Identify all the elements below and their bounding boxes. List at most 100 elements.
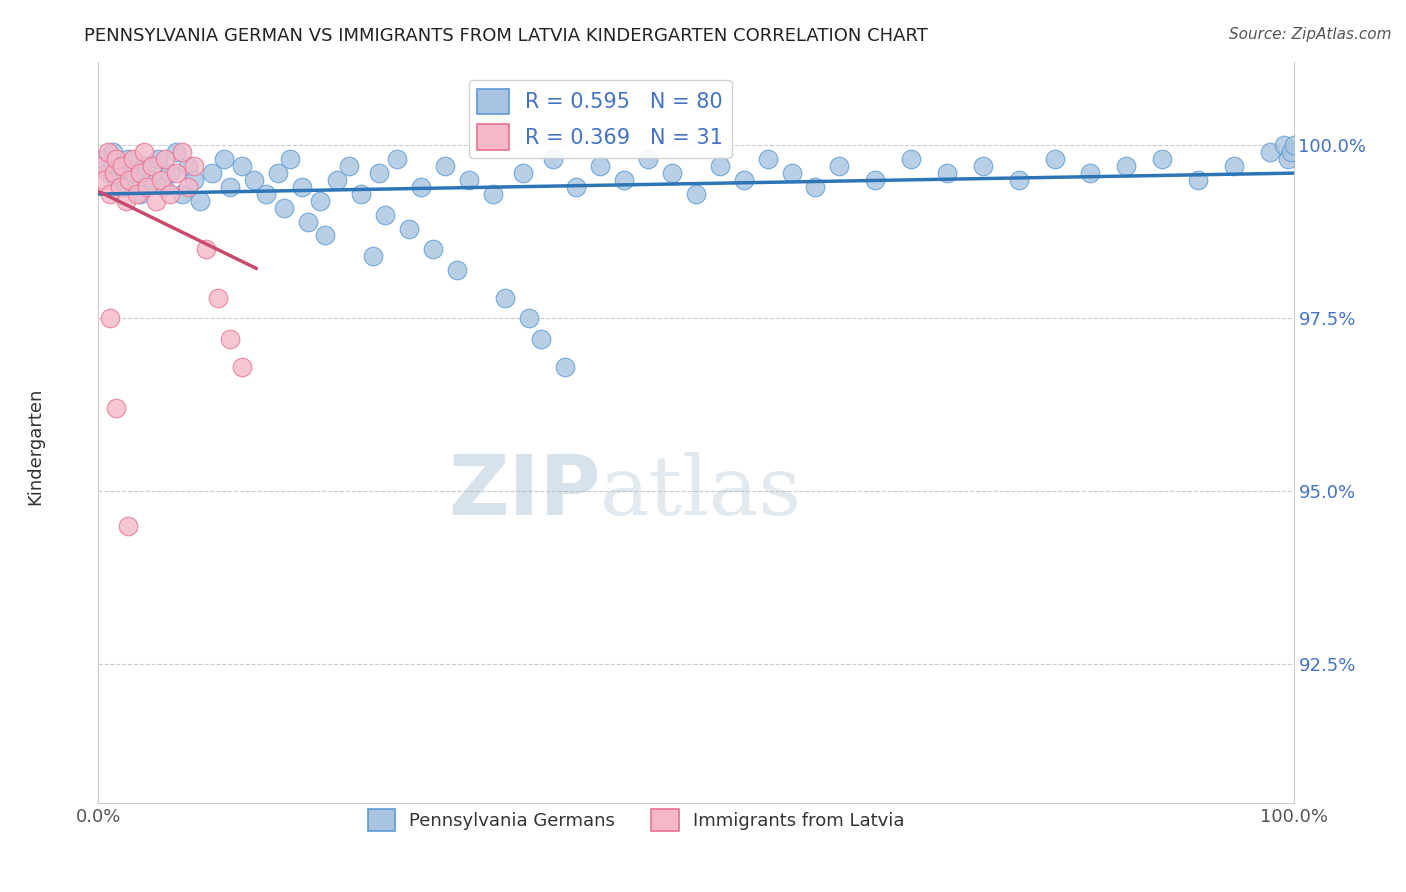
Point — [613, 173, 636, 187]
Point — [865, 173, 887, 187]
Point — [125, 186, 148, 201]
Text: atlas: atlas — [600, 452, 803, 532]
Point — [530, 332, 553, 346]
Point — [1258, 145, 1281, 160]
Point — [177, 180, 200, 194]
Point — [273, 201, 295, 215]
Point — [145, 194, 167, 208]
Point — [105, 153, 128, 167]
Point — [1008, 173, 1031, 187]
Legend: Pennsylvania Germans, Immigrants from Latvia: Pennsylvania Germans, Immigrants from La… — [361, 802, 911, 838]
Point — [278, 153, 301, 167]
Point — [422, 242, 444, 256]
Point — [411, 180, 433, 194]
Point — [219, 332, 242, 346]
Point — [172, 186, 194, 201]
Point — [115, 194, 138, 208]
Point — [637, 153, 659, 167]
Point — [398, 221, 420, 235]
Point — [828, 159, 851, 173]
Point — [219, 180, 242, 194]
Point — [1152, 153, 1174, 167]
Point — [494, 291, 516, 305]
Point — [177, 159, 200, 173]
Point — [201, 166, 224, 180]
Point — [434, 159, 457, 173]
Point — [1187, 173, 1209, 187]
Point — [385, 153, 409, 167]
Point — [183, 173, 205, 187]
Point — [1279, 145, 1302, 160]
Point — [103, 166, 125, 180]
Point — [368, 166, 391, 180]
Point — [565, 180, 588, 194]
Point — [117, 153, 139, 167]
Point — [297, 214, 319, 228]
Point — [804, 180, 827, 194]
Point — [517, 311, 540, 326]
Text: PENNSYLVANIA GERMAN VS IMMIGRANTS FROM LATVIA KINDERGARTEN CORRELATION CHART: PENNSYLVANIA GERMAN VS IMMIGRANTS FROM L… — [84, 27, 928, 45]
Point — [105, 401, 128, 416]
Point — [188, 194, 211, 208]
Point — [512, 166, 534, 180]
Point — [374, 208, 396, 222]
Point — [1043, 153, 1066, 167]
Point — [195, 242, 218, 256]
Point — [315, 228, 337, 243]
Point — [231, 159, 253, 173]
Point — [165, 166, 187, 180]
Point — [1277, 153, 1299, 167]
Point — [148, 153, 170, 167]
Point — [153, 180, 176, 194]
Point — [1282, 138, 1305, 153]
Point — [936, 166, 959, 180]
Point — [541, 153, 564, 167]
Point — [350, 186, 373, 201]
Point — [149, 173, 172, 187]
Point — [308, 194, 330, 208]
Point — [93, 173, 115, 187]
Point — [900, 153, 922, 167]
Point — [326, 173, 349, 187]
Point — [780, 166, 803, 180]
Point — [124, 166, 146, 180]
Point — [108, 180, 131, 194]
Point — [159, 166, 181, 180]
Point — [118, 173, 141, 187]
Point — [135, 159, 157, 173]
Point — [129, 186, 152, 201]
Point — [141, 173, 163, 187]
Point — [1272, 138, 1295, 153]
Point — [267, 166, 290, 180]
Point — [458, 173, 481, 187]
Point — [709, 159, 731, 173]
Point — [165, 145, 187, 160]
Point — [98, 186, 122, 201]
Point — [291, 180, 314, 194]
Text: Kindergarten: Kindergarten — [27, 387, 44, 505]
Point — [183, 159, 205, 173]
Point — [136, 180, 159, 194]
Point — [172, 145, 194, 160]
Point — [112, 180, 135, 194]
Point — [105, 173, 128, 187]
Point — [117, 519, 139, 533]
Point — [212, 153, 235, 167]
Point — [111, 159, 134, 173]
Point — [756, 153, 779, 167]
Point — [231, 359, 253, 374]
Point — [108, 159, 131, 173]
Point — [155, 153, 177, 167]
Text: Source: ZipAtlas.com: Source: ZipAtlas.com — [1229, 27, 1392, 42]
Point — [159, 186, 181, 201]
Point — [1223, 159, 1246, 173]
Point — [98, 311, 122, 326]
Point — [91, 153, 114, 167]
Point — [972, 159, 994, 173]
Point — [733, 173, 755, 187]
Point — [132, 145, 155, 160]
Point — [91, 159, 114, 173]
Point — [661, 166, 683, 180]
Point — [243, 173, 266, 187]
Point — [129, 166, 152, 180]
